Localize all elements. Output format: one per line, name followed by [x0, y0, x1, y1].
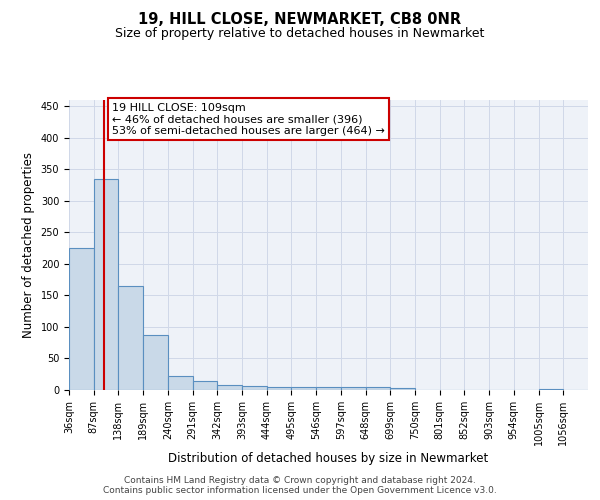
Bar: [242, 386, 267, 390]
Bar: [292, 388, 316, 390]
Bar: [69, 248, 94, 390]
Text: Size of property relative to detached houses in Newmarket: Size of property relative to detached ho…: [115, 28, 485, 40]
Bar: [168, 376, 193, 390]
Y-axis label: Number of detached properties: Number of detached properties: [22, 152, 35, 338]
Bar: [143, 334, 168, 390]
Bar: [539, 388, 563, 390]
Bar: [390, 388, 415, 390]
Bar: [341, 388, 365, 390]
Bar: [267, 387, 292, 390]
Bar: [217, 385, 242, 390]
Bar: [193, 380, 217, 390]
Bar: [365, 388, 390, 390]
Bar: [316, 388, 341, 390]
Bar: [94, 179, 118, 390]
Text: Contains HM Land Registry data © Crown copyright and database right 2024.
Contai: Contains HM Land Registry data © Crown c…: [103, 476, 497, 495]
Bar: [118, 286, 143, 390]
Text: 19 HILL CLOSE: 109sqm
← 46% of detached houses are smaller (396)
53% of semi-det: 19 HILL CLOSE: 109sqm ← 46% of detached …: [112, 102, 385, 136]
Text: 19, HILL CLOSE, NEWMARKET, CB8 0NR: 19, HILL CLOSE, NEWMARKET, CB8 0NR: [139, 12, 461, 28]
X-axis label: Distribution of detached houses by size in Newmarket: Distribution of detached houses by size …: [169, 452, 488, 465]
